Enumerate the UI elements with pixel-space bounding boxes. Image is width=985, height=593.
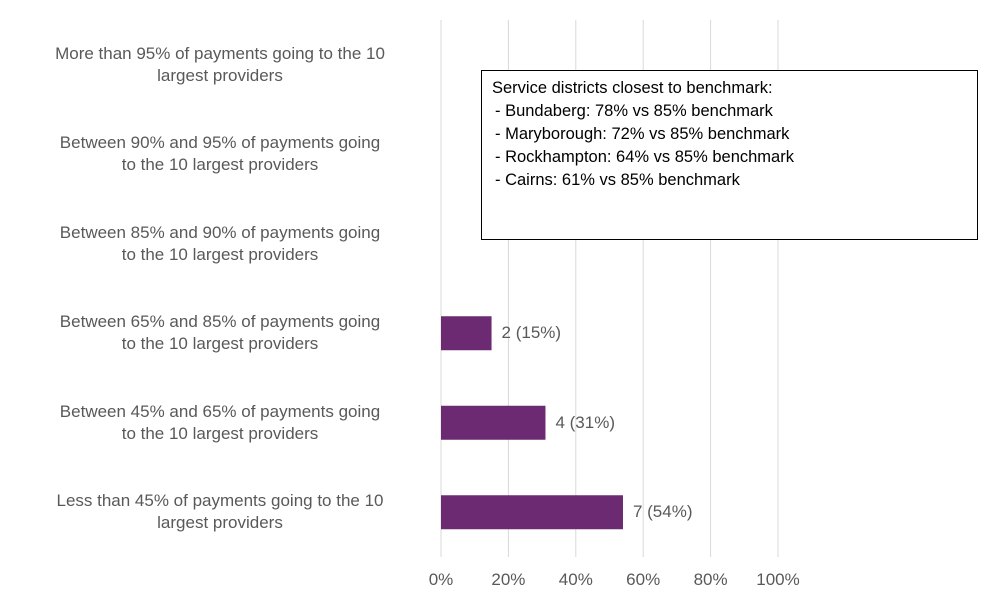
x-tick-label: 20%: [491, 570, 526, 589]
annotation-line: - Cairns: 61% vs 85% benchmark: [495, 171, 740, 189]
x-tick-label: 60%: [626, 570, 661, 589]
y-tick-label: Between 65% and 85% of payments going to…: [59, 312, 381, 354]
x-tick-label: 40%: [558, 570, 593, 589]
annotation-line: - Bundaberg: 78% vs 85% benchmark: [495, 102, 773, 120]
annotation-box: Service districts closest to benchmark: -…: [481, 70, 978, 240]
annotation-line: - Rockhampton: 64% vs 85% benchmark: [495, 148, 794, 166]
y-tick-label: Between 45% and 65% of payments going to…: [59, 401, 381, 443]
x-tick-label: 80%: [693, 570, 728, 589]
value-label: 7 (54%): [632, 502, 693, 522]
x-tick-label: 100%: [756, 570, 800, 589]
bar: [441, 495, 623, 530]
bar: [441, 405, 546, 440]
annotation-line: - Maryborough: 72% vs 85% benchmark: [495, 125, 790, 143]
y-tick-label: More than 95% of payments going to the 1…: [55, 43, 385, 85]
y-tick-label: Between 85% and 90% of payments going to…: [59, 222, 381, 264]
value-label: 2 (15%): [501, 323, 562, 343]
annotation-line: Service districts closest to benchmark:: [492, 79, 773, 97]
bar: [441, 316, 492, 351]
value-label: 4 (31%): [555, 412, 615, 432]
y-tick-label: Less than 45% of payments going to the 1…: [56, 491, 384, 533]
x-tick-label: 0%: [428, 570, 454, 589]
y-tick-label: Between 90% and 95% of payments going to…: [59, 133, 381, 175]
